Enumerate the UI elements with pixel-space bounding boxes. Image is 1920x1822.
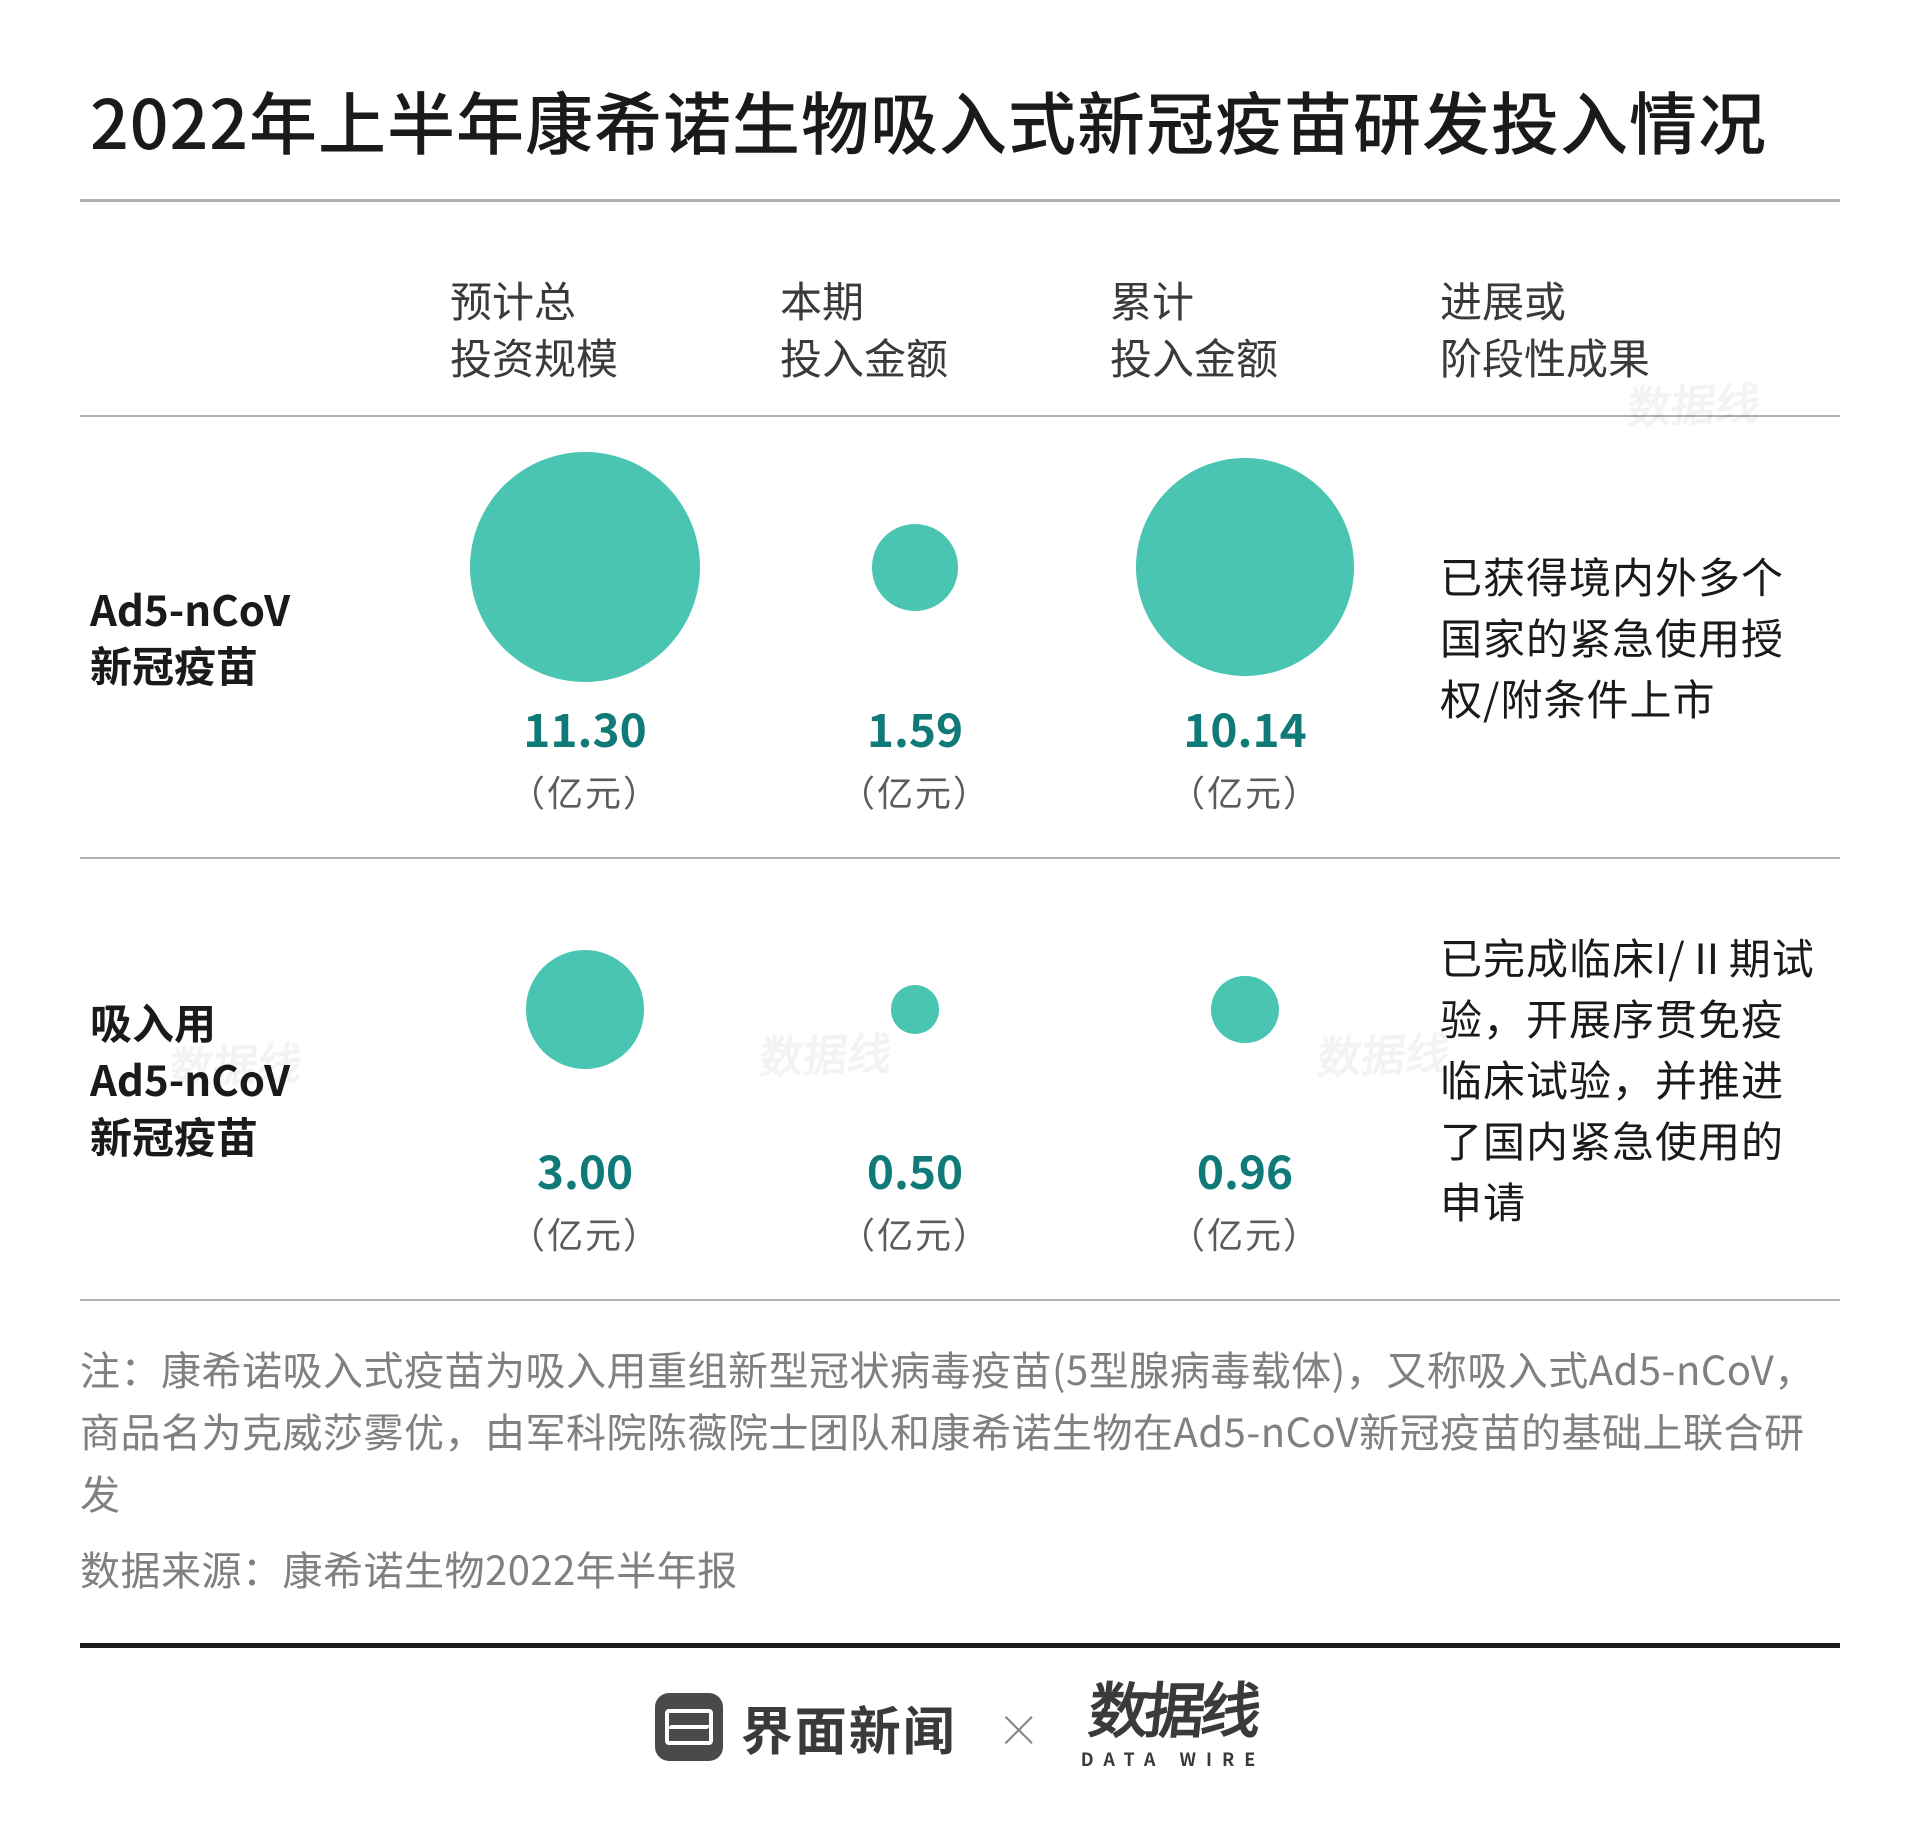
col-header-total: 预计总 投资规模 [420, 252, 750, 416]
col-header-progress: 进展或 阶段性成果 [1410, 252, 1840, 416]
table-row: Ad5-nCoV 新冠疫苗11.30（亿元）1.59（亿元）10.14（亿元）已… [80, 416, 1840, 858]
value-unit: （亿元） [1169, 765, 1321, 817]
brand-datawire: 数据线 DATA WIRE [1081, 1682, 1266, 1772]
datawire-logo-sub: DATA WIRE [1081, 1746, 1266, 1772]
value-bubble [1136, 458, 1354, 676]
bubble-cell: 0.96（亿元） [1080, 858, 1410, 1300]
bubble-cell: 1.59（亿元） [750, 416, 1080, 858]
progress-cell: 已获得境内外多个国家的紧急使用授权/附条件上市 [1410, 416, 1840, 858]
value-bubble [526, 950, 645, 1069]
col-header-current: 本期 投入金额 [750, 252, 1080, 416]
investment-table: 预计总 投资规模 本期 投入金额 累计 投入金额 进展或 阶段性成果 Ad5-n… [80, 252, 1840, 1301]
row-label: 吸入用 Ad5-nCoV 新冠疫苗 [80, 858, 420, 1300]
brand-jiemian: 界面新闻 [655, 1690, 957, 1765]
value-bubble [872, 524, 958, 610]
table-body: Ad5-nCoV 新冠疫苗11.30（亿元）1.59（亿元）10.14（亿元）已… [80, 416, 1840, 1300]
jiemian-logo-text: 界面新闻 [741, 1690, 957, 1765]
value-bubble [891, 985, 939, 1033]
value-number: 1.59 [867, 695, 963, 761]
footnote-line: 数据来源：康希诺生物2022年半年报 [80, 1537, 1840, 1599]
value-bubble [1211, 976, 1278, 1043]
bubble-cell: 10.14（亿元） [1080, 416, 1410, 858]
title-rule [80, 199, 1840, 202]
jiemian-logo-icon [655, 1693, 723, 1761]
bubble-cell: 11.30（亿元） [420, 416, 750, 858]
brand-separator: × [997, 1695, 1041, 1759]
value-number: 3.00 [537, 1137, 633, 1203]
value-unit: （亿元） [509, 1207, 661, 1259]
value-unit: （亿元） [509, 765, 661, 817]
value-number: 11.30 [523, 695, 647, 761]
value-unit: （亿元） [1169, 1207, 1321, 1259]
page-title: 2022年上半年康希诺生物吸入式新冠疫苗研发投入情况 [80, 70, 1840, 199]
footnote-line: 注：康希诺吸入式疫苗为吸入用重组新型冠状病毒疫苗(5型腺病毒载体)，又称吸入式A… [80, 1337, 1840, 1523]
col-header-blank [80, 252, 420, 416]
value-bubble [470, 452, 700, 682]
progress-cell: 已完成临床I/Ⅱ期试验，开展序贯免疫临床试验，并推进了国内紧急使用的申请 [1410, 858, 1840, 1300]
value-unit: （亿元） [839, 1207, 991, 1259]
bubble-cell: 0.50（亿元） [750, 858, 1080, 1300]
progress-text: 已获得境内外多个国家的紧急使用授权/附条件上市 [1440, 546, 1820, 729]
col-header-cum: 累计 投入金额 [1080, 252, 1410, 416]
footnotes: 注：康希诺吸入式疫苗为吸入用重组新型冠状病毒疫苗(5型腺病毒载体)，又称吸入式A… [80, 1337, 1840, 1599]
datawire-logo-text: 数据线 [1086, 1682, 1260, 1742]
table-header: 预计总 投资规模 本期 投入金额 累计 投入金额 进展或 阶段性成果 [80, 252, 1840, 416]
row-label: Ad5-nCoV 新冠疫苗 [80, 416, 420, 858]
bubble-cell: 3.00（亿元） [420, 858, 750, 1300]
value-number: 0.96 [1197, 1137, 1293, 1203]
page-root: 2022年上半年康希诺生物吸入式新冠疫苗研发投入情况 数据线 数据线 数据线 数… [0, 0, 1920, 1822]
progress-text: 已完成临床I/Ⅱ期试验，开展序贯免疫临床试验，并推进了国内紧急使用的申请 [1440, 927, 1820, 1231]
value-number: 10.14 [1183, 695, 1307, 761]
value-number: 0.50 [867, 1137, 963, 1203]
value-unit: （亿元） [839, 765, 991, 817]
table-row: 吸入用 Ad5-nCoV 新冠疫苗3.00（亿元）0.50（亿元）0.96（亿元… [80, 858, 1840, 1300]
footer: 界面新闻 × 数据线 DATA WIRE [80, 1648, 1840, 1782]
